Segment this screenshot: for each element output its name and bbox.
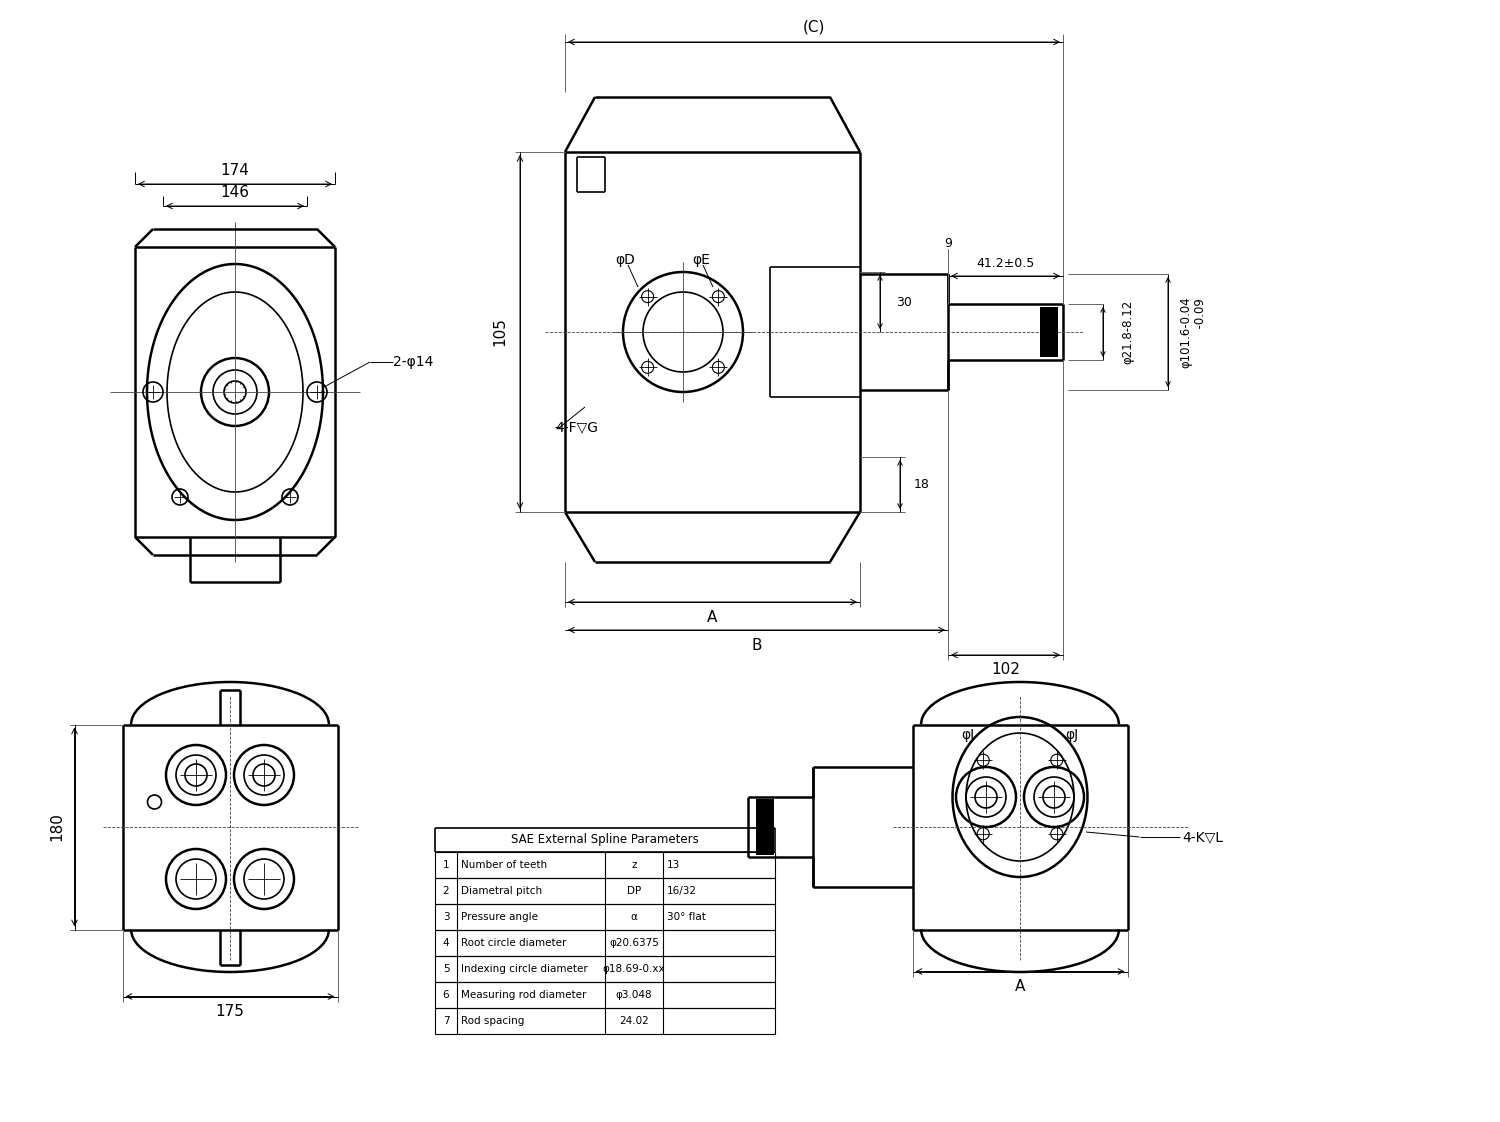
Text: φ101.6-0.04
          -0.09: φ101.6-0.04 -0.09 (1179, 296, 1208, 368)
Text: 2: 2 (442, 886, 450, 896)
Text: 4-F▽G: 4-F▽G (555, 420, 598, 434)
Text: 24.02: 24.02 (620, 1017, 650, 1026)
Text: Rod spacing: Rod spacing (460, 1017, 525, 1026)
Text: 41.2±0.5: 41.2±0.5 (976, 257, 1035, 269)
Text: φD: φD (615, 252, 634, 267)
Text: Pressure angle: Pressure angle (460, 912, 538, 922)
Text: 1: 1 (442, 859, 450, 870)
Text: 2-φ14: 2-φ14 (393, 355, 433, 369)
Text: 174: 174 (220, 163, 249, 177)
Text: 3: 3 (442, 912, 450, 922)
Text: 105: 105 (492, 318, 507, 347)
Text: DP: DP (627, 886, 640, 896)
Text: 146: 146 (220, 184, 249, 200)
Bar (1040, 307, 1058, 357)
Text: φ21.8-8.12: φ21.8-8.12 (1122, 300, 1134, 365)
Text: A: A (708, 609, 717, 625)
Text: φJ: φJ (1065, 728, 1078, 742)
Bar (756, 799, 774, 855)
Text: 16/32: 16/32 (668, 886, 698, 896)
Text: A: A (1016, 980, 1025, 994)
Text: φI: φI (962, 728, 975, 742)
Text: 6: 6 (442, 990, 450, 1000)
Text: 30° flat: 30° flat (668, 912, 706, 922)
Text: φ3.048: φ3.048 (615, 990, 652, 1000)
Text: Number of teeth: Number of teeth (460, 859, 548, 870)
Text: 9: 9 (944, 237, 952, 249)
Text: 13: 13 (668, 859, 680, 870)
Text: 175: 175 (216, 1004, 244, 1019)
Text: Root circle diameter: Root circle diameter (460, 938, 567, 948)
Text: (C): (C) (802, 19, 825, 35)
Text: Diametral pitch: Diametral pitch (460, 886, 542, 896)
Text: 4: 4 (442, 938, 450, 948)
Text: 30: 30 (896, 295, 912, 309)
Text: φE: φE (692, 252, 709, 267)
Text: Indexing circle diameter: Indexing circle diameter (460, 964, 588, 974)
Text: B: B (752, 637, 762, 653)
Text: SAE External Spline Parameters: SAE External Spline Parameters (512, 834, 699, 846)
Text: z: z (632, 859, 636, 870)
Text: 7: 7 (442, 1017, 450, 1026)
Text: 180: 180 (50, 812, 64, 842)
Text: φ18.69-0.xx: φ18.69-0.xx (603, 964, 666, 974)
Text: 18: 18 (914, 478, 930, 491)
Text: 4-K▽L: 4-K▽L (1182, 830, 1224, 844)
Text: α: α (630, 912, 638, 922)
Text: φ20.6375: φ20.6375 (609, 938, 658, 948)
Text: 102: 102 (992, 662, 1020, 678)
Text: Measuring rod diameter: Measuring rod diameter (460, 990, 586, 1000)
Text: 5: 5 (442, 964, 450, 974)
